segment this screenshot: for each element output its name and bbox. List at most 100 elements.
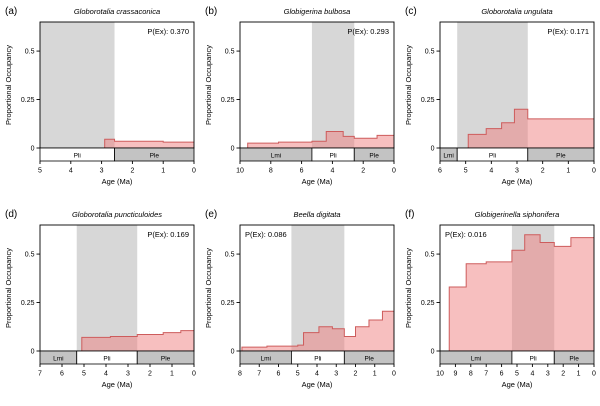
chart-body: 0 0.25 0.5 Lmi Pli Ple 8 7 6 5 4 3 2 1 0 Age (Ma) Propor… — [204, 224, 396, 389]
x-tick-label: 0 — [192, 168, 196, 175]
x-tick-label: 2 — [561, 371, 565, 378]
y-tick-label: 0 — [231, 145, 235, 152]
epoch-label: Pli — [74, 153, 81, 160]
x-axis-label: Age (Ma) — [302, 177, 333, 186]
occupancy-area — [81, 330, 194, 351]
x-tick-label: 5 — [515, 371, 519, 378]
y-tick-label: 0 — [31, 145, 35, 152]
chart-c: (c) Globorotalia ungulata 0 0.25 0.5 Lmi Pli… — [404, 6, 596, 186]
epoch-label: Pli — [489, 153, 496, 160]
chart-d: (d) Globorotalia puncticuloides 0 0.25 0.5… — [4, 209, 196, 389]
occupancy-area — [241, 311, 394, 351]
x-tick-label: 6 — [300, 168, 304, 175]
epoch-segment — [114, 147, 195, 162]
pex-annotation: P(Ex): 0.016 — [445, 230, 487, 239]
x-tick-label: 0 — [392, 371, 396, 378]
panel-f: (f) Globigerinella siphonifera 0 0.25 0.5 L… — [400, 203, 600, 406]
y-axis-label: Proportional Occupancy — [404, 248, 413, 328]
epoch-segment — [527, 147, 595, 162]
chart-body: 0 0.25 0.5 Lmi Pli Ple 7 6 5 4 3 2 1 0 Age (Ma) Proport… — [4, 224, 196, 389]
x-tick-label: 2 — [148, 371, 152, 378]
panel-letter: (d) — [5, 209, 17, 220]
chart-body: 0 0.25 0.5 Lmi Pli Ple 6 5 4 3 2 1 0 Age (Ma) Proporti… — [404, 21, 596, 186]
y-tick-label: 0 — [231, 348, 235, 355]
x-tick-label: 1 — [566, 168, 570, 175]
panel-letter: (e) — [205, 209, 217, 220]
y-tick-label: 0.5 — [25, 251, 35, 258]
x-axis-label: Age (Ma) — [102, 380, 133, 389]
x-tick-label: 5 — [38, 168, 42, 175]
x-tick-label: 3 — [515, 168, 519, 175]
x-tick-label: 8 — [238, 371, 242, 378]
x-tick-label: 10 — [236, 168, 244, 175]
occupancy-line — [448, 234, 594, 351]
x-tick-label: 0 — [192, 371, 196, 378]
pex-annotation: P(Ex): 0.086 — [245, 230, 287, 239]
x-tick-label: 6 — [60, 371, 64, 378]
epoch-label: Lmi — [471, 356, 481, 363]
x-tick-label: 7 — [257, 371, 261, 378]
y-tick-label: 0.25 — [421, 300, 435, 307]
x-axis-label: Age (Ma) — [502, 380, 533, 389]
x-tick-label: 6 — [277, 371, 281, 378]
epoch-label: Ple — [369, 153, 379, 160]
panel-title: Beella digitata — [293, 210, 340, 219]
x-tick-label: 0 — [592, 168, 596, 175]
panel-title: Globorotalia crassaconica — [74, 7, 160, 16]
y-tick-label: 0.5 — [225, 251, 235, 258]
panel-d: (d) Globorotalia puncticuloides 0 0.25 0.5… — [0, 203, 200, 406]
y-tick-label: 0.5 — [425, 48, 435, 55]
x-tick-label: 7 — [38, 371, 42, 378]
y-tick-label: 0.5 — [425, 251, 435, 258]
panel-title: Globorotalia puncticuloides — [72, 210, 162, 219]
x-tick-label: 4 — [69, 168, 73, 175]
panel-title: Globigerinella siphonifera — [475, 210, 560, 219]
x-axis-label: Age (Ma) — [502, 177, 533, 186]
pliocene-band — [311, 22, 355, 148]
epoch-segment — [353, 147, 395, 162]
x-tick-label: 0 — [392, 168, 396, 175]
x-tick-label: 5 — [82, 371, 86, 378]
y-axis-label: Proportional Occupancy — [4, 45, 13, 125]
y-tick-label: 0.25 — [21, 97, 35, 104]
x-tick-label: 4 — [104, 371, 108, 378]
epoch-label: Pli — [529, 356, 536, 363]
epoch-label: Ple — [364, 356, 374, 363]
x-tick-label: 4 — [489, 168, 493, 175]
pliocene-band — [40, 22, 115, 148]
occupancy-line — [241, 310, 394, 351]
y-axis-label: Proportional Occupancy — [204, 45, 213, 125]
y-tick-label: 0 — [431, 348, 435, 355]
x-tick-label: 5 — [296, 371, 300, 378]
occupancy-area — [449, 234, 594, 351]
x-tick-label: 4 — [330, 168, 334, 175]
y-tick-label: 0.25 — [21, 300, 35, 307]
epoch-label: Ple — [150, 153, 160, 160]
x-tick-label: 3 — [334, 371, 338, 378]
x-tick-label: 5 — [464, 168, 468, 175]
panel-letter: (a) — [5, 6, 17, 17]
chart-body: 0 0.25 0.5 Pli Ple 5 4 3 2 1 0 Age (Ma) Proportional… — [4, 21, 196, 186]
panel-letter: (f) — [405, 209, 414, 220]
y-axis-label: Proportional Occupancy — [4, 248, 13, 328]
x-tick-label: 3 — [100, 168, 104, 175]
panel-letter: (c) — [405, 6, 417, 17]
chart-e: (e) Beella digitata 0 0.25 0.5 Lmi Pli Ple 8 7 6… — [204, 209, 396, 389]
panel-a: (a) Globorotalia crassaconica 0 0.25 0.5 Pl… — [0, 0, 200, 203]
panel-c: (c) Globorotalia ungulata 0 0.25 0.5 Lmi Pli… — [400, 0, 600, 203]
x-tick-label: 1 — [161, 168, 165, 175]
x-axis-label: Age (Ma) — [302, 380, 333, 389]
pex-annotation: P(Ex): 0.370 — [147, 27, 189, 36]
y-tick-label: 0.5 — [225, 48, 235, 55]
x-tick-label: 4 — [315, 371, 319, 378]
panel-title: Globigerina bulbosa — [284, 7, 351, 16]
chart-b: (b) Globigerina bulbosa 0 0.25 0.5 Lmi Pli Pl… — [204, 6, 396, 186]
panel-b: (b) Globigerina bulbosa 0 0.25 0.5 Lmi Pli Pl… — [200, 0, 400, 203]
occupancy-area — [104, 139, 194, 148]
epoch-label: Pli — [329, 153, 336, 160]
epoch-label: Lmi — [271, 153, 281, 160]
x-tick-label: 2 — [130, 168, 134, 175]
occupancy-line — [467, 108, 594, 148]
x-tick-label: 2 — [541, 168, 545, 175]
